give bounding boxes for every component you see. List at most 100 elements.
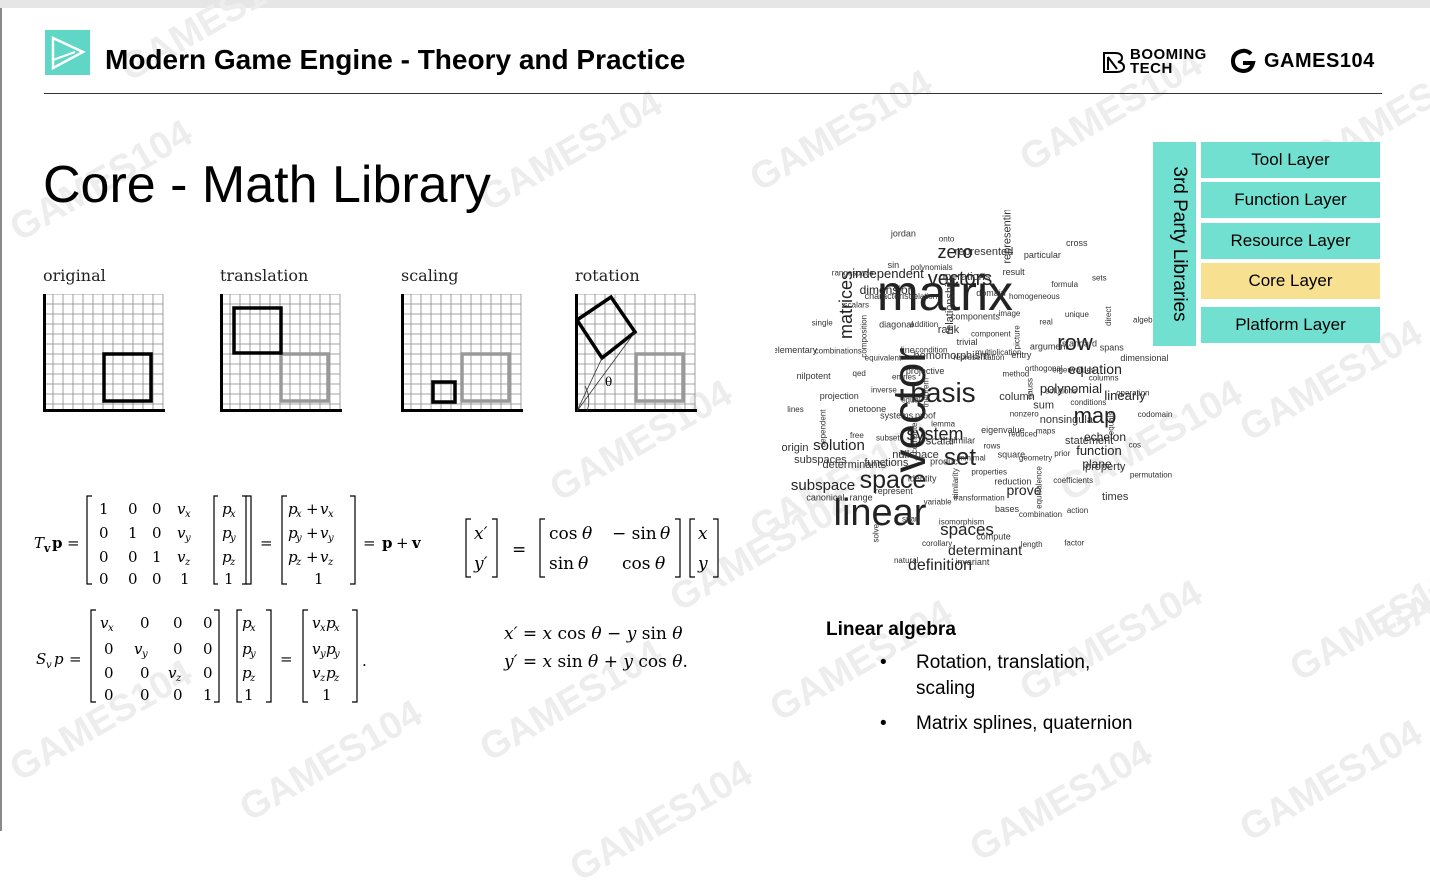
word-cloud-word: sum	[1033, 399, 1054, 411]
word-cloud-word: properties	[971, 468, 1007, 477]
svg-text:p: p	[242, 664, 252, 682]
word-cloud-word: particular	[1024, 250, 1061, 260]
svg-text:0: 0	[152, 524, 162, 542]
word-cloud-word: scalars	[844, 301, 869, 310]
svg-text:1: 1	[99, 500, 109, 518]
svg-text:v: v	[320, 500, 329, 518]
word-cloud-word: addition	[910, 320, 938, 329]
svg-text:0: 0	[104, 640, 114, 658]
word-cloud-word: entry	[1011, 350, 1032, 360]
games104-logo-icon	[1230, 48, 1256, 74]
word-cloud-word: square	[998, 450, 1026, 460]
svg-text:x: x	[698, 524, 708, 544]
third-party-libraries-bar	[1153, 142, 1196, 346]
svg-text:v: v	[43, 542, 51, 555]
word-cloud-word: reduced	[1009, 430, 1038, 439]
word-cloud-word: solutions	[1045, 387, 1077, 396]
svg-text:x: x	[185, 509, 191, 520]
word-cloud-word: representing	[1001, 210, 1013, 264]
svg-text:p: p	[54, 650, 64, 668]
svg-text:p: p	[326, 640, 336, 658]
word-cloud-word: polynomials	[910, 263, 952, 272]
svg-text:v: v	[177, 524, 186, 542]
svg-text:=: =	[363, 534, 376, 552]
svg-text:θ: θ	[655, 554, 665, 574]
header-divider	[44, 93, 1382, 94]
rotation-matrix-equation: x′ y′ = cos θ − sin θ sin θ cos θ x y	[465, 518, 719, 578]
word-cloud-word: proof	[915, 411, 936, 421]
word-cloud-word: eigenvalues	[1052, 366, 1095, 375]
course-logo	[45, 30, 90, 75]
svg-text:y′ = x sin θ + y cos θ.: y′ = x sin θ + y cos θ.	[503, 652, 688, 672]
word-cloud-word: coefficients	[1053, 476, 1093, 485]
word-cloud-word: natural	[894, 556, 919, 565]
svg-text:θ: θ	[578, 554, 588, 574]
svg-text:x: x	[296, 509, 302, 520]
svg-text:=: =	[69, 650, 82, 668]
word-cloud-word: component	[971, 330, 1011, 339]
word-cloud-word: cross	[1066, 238, 1088, 248]
word-cloud-word: lines	[787, 405, 803, 414]
brand-booming-label: BOOMING TECH	[1130, 46, 1207, 77]
layer-tool: Tool Layer	[1201, 142, 1380, 178]
word-cloud-word: equation	[1068, 361, 1122, 377]
word-cloud-word: theorem	[922, 378, 931, 408]
word-cloud-word: function	[1076, 443, 1122, 458]
svg-text:z: z	[184, 557, 191, 568]
word-cloud-word: identity	[908, 474, 937, 484]
word-cloud-word: dimensional	[1120, 353, 1168, 363]
svg-text:x: x	[320, 623, 326, 634]
svg-text:v: v	[320, 524, 329, 542]
svg-text:1: 1	[180, 570, 190, 588]
word-cloud-word: matrix	[877, 265, 1013, 321]
svg-text:0: 0	[99, 524, 109, 542]
word-cloud-word: independent	[852, 266, 924, 281]
word-cloud-word: isomorphism	[939, 518, 985, 527]
word-cloud-word: inverse	[871, 385, 897, 394]
word-cloud-word: statement	[1065, 435, 1113, 447]
svg-text:p: p	[222, 524, 232, 542]
booming-tech-logo-icon	[1103, 52, 1126, 73]
word-cloud-word: equivalent	[865, 354, 902, 363]
layer-function: Function Layer	[1201, 182, 1380, 218]
svg-text:x: x	[108, 623, 114, 634]
games104-watermark: GAMES104	[1282, 552, 1430, 690]
word-cloud-word: product	[930, 456, 961, 466]
word-cloud-word: similarity	[951, 468, 960, 499]
word-cloud-word: rows	[983, 442, 1000, 451]
word-cloud-word: spaces	[940, 520, 994, 539]
svg-text:y: y	[697, 554, 708, 574]
word-cloud-word: transformation	[954, 493, 1005, 502]
word-cloud-word: subspaces	[794, 454, 847, 466]
svg-text:T: T	[34, 534, 45, 552]
word-cloud-word: linearly	[1104, 388, 1146, 403]
word-cloud-word: operations	[939, 271, 991, 283]
word-cloud-word: compute	[976, 532, 1011, 542]
layer-resource: Resource Layer	[1201, 223, 1380, 259]
svg-text:=: =	[512, 540, 526, 560]
svg-text:0: 0	[140, 686, 150, 704]
svg-text:sin: sin	[549, 554, 574, 574]
svg-text:0: 0	[104, 686, 114, 704]
svg-text:v: v	[320, 548, 329, 566]
word-cloud-word: argument	[1030, 341, 1069, 351]
svg-text:0: 0	[152, 500, 162, 518]
word-cloud-word: real	[1039, 317, 1053, 326]
word-cloud-word: nilpotent	[797, 371, 832, 381]
layer-platform: Platform Layer	[1201, 307, 1380, 343]
svg-text:y: y	[295, 533, 302, 544]
svg-text:z: z	[249, 673, 256, 684]
word-cloud-word: bases	[995, 504, 1020, 514]
svg-text:0: 0	[203, 614, 213, 632]
word-cloud-word: row	[1057, 330, 1093, 355]
svg-text:p: p	[288, 548, 298, 566]
svg-text:z: z	[333, 673, 340, 684]
word-cloud-word: prior	[1054, 449, 1070, 458]
svg-text:cos: cos	[549, 524, 577, 544]
svg-text:θ: θ	[605, 375, 612, 389]
panel-original: original	[43, 266, 183, 416]
word-cloud-word: basis	[910, 377, 975, 408]
svg-text:0: 0	[128, 500, 138, 518]
svg-text:p: p	[222, 548, 232, 566]
word-cloud-word: factor	[1064, 539, 1084, 548]
